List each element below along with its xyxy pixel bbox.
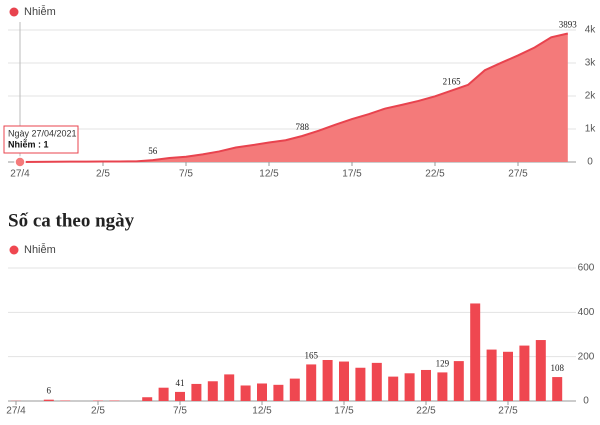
x-tick-label: 7/5	[179, 169, 193, 180]
bar	[142, 397, 153, 401]
x-tick-label: 7/5	[173, 406, 187, 417]
value-label: 56	[148, 146, 158, 156]
bar	[339, 361, 349, 401]
tooltip-title: Ngày 27/04/2021	[8, 128, 77, 138]
legend-label: Nhiễm	[24, 5, 56, 18]
line	[19, 32, 569, 163]
value-label: 165	[304, 350, 318, 360]
bar	[535, 340, 546, 401]
point-highlight	[14, 156, 26, 168]
bar	[158, 387, 169, 401]
y-tick-label: 600	[578, 263, 595, 274]
value-label: 41	[176, 378, 185, 388]
area	[20, 33, 568, 162]
value-label: 129	[436, 358, 450, 368]
bar	[388, 376, 399, 401]
bar	[257, 383, 267, 401]
bar	[207, 381, 218, 401]
bar	[421, 369, 431, 401]
bar	[404, 373, 415, 401]
legend-marker	[9, 7, 19, 17]
x-tick-label: 22/5	[425, 169, 445, 180]
x-tick-label: 17/5	[342, 169, 362, 180]
x-tick-label: 27/5	[498, 406, 518, 417]
bar	[273, 384, 284, 401]
bar	[355, 367, 366, 401]
bar	[306, 364, 317, 401]
bar	[371, 362, 382, 401]
bar	[519, 345, 530, 401]
bar	[175, 391, 185, 401]
y-tick-label: 4k	[585, 25, 597, 36]
x-tick-label: 27/4	[6, 406, 26, 417]
bar	[289, 378, 300, 401]
bar	[470, 303, 481, 401]
value-label: 2165	[443, 77, 462, 87]
bar	[322, 359, 333, 401]
bar	[503, 351, 513, 401]
x-tick-label: 17/5	[334, 406, 354, 417]
value-label: 788	[295, 122, 309, 132]
value-label: 6	[47, 386, 52, 396]
bar	[240, 385, 251, 401]
bar	[437, 372, 448, 401]
legend-marker	[9, 245, 19, 255]
y-tick-label: 400	[578, 307, 595, 318]
x-tick-label: 27/4	[10, 169, 30, 180]
x-tick-label: 22/5	[416, 406, 436, 417]
legend-label: Nhiễm	[24, 243, 56, 256]
y-tick-label: 2k	[585, 91, 597, 102]
bar	[43, 399, 54, 401]
x-tick-label: 12/5	[259, 169, 279, 180]
x-tick-label: 2/5	[91, 406, 105, 417]
bar	[552, 377, 563, 401]
x-tick-label: 27/5	[508, 169, 528, 180]
tooltip-text: Nhiễm : 1	[8, 139, 49, 149]
value-label: 108	[550, 363, 564, 373]
y-tick-label: 1k	[585, 124, 597, 135]
tooltip-box	[3, 125, 79, 154]
x-tick-label: 2/5	[96, 169, 110, 180]
bar	[224, 374, 235, 401]
y-tick-label: 3k	[585, 58, 597, 69]
bar	[191, 383, 202, 401]
x-tick-label: 12/5	[252, 406, 272, 417]
value-label: 3893	[559, 20, 578, 30]
chart-title: Số ca theo ngày	[8, 210, 135, 231]
bar	[486, 349, 497, 401]
y-tick-label: 200	[578, 351, 595, 362]
y-tick-label: 0	[583, 396, 589, 407]
bar	[453, 361, 464, 401]
y-tick-label: 0	[587, 157, 593, 168]
